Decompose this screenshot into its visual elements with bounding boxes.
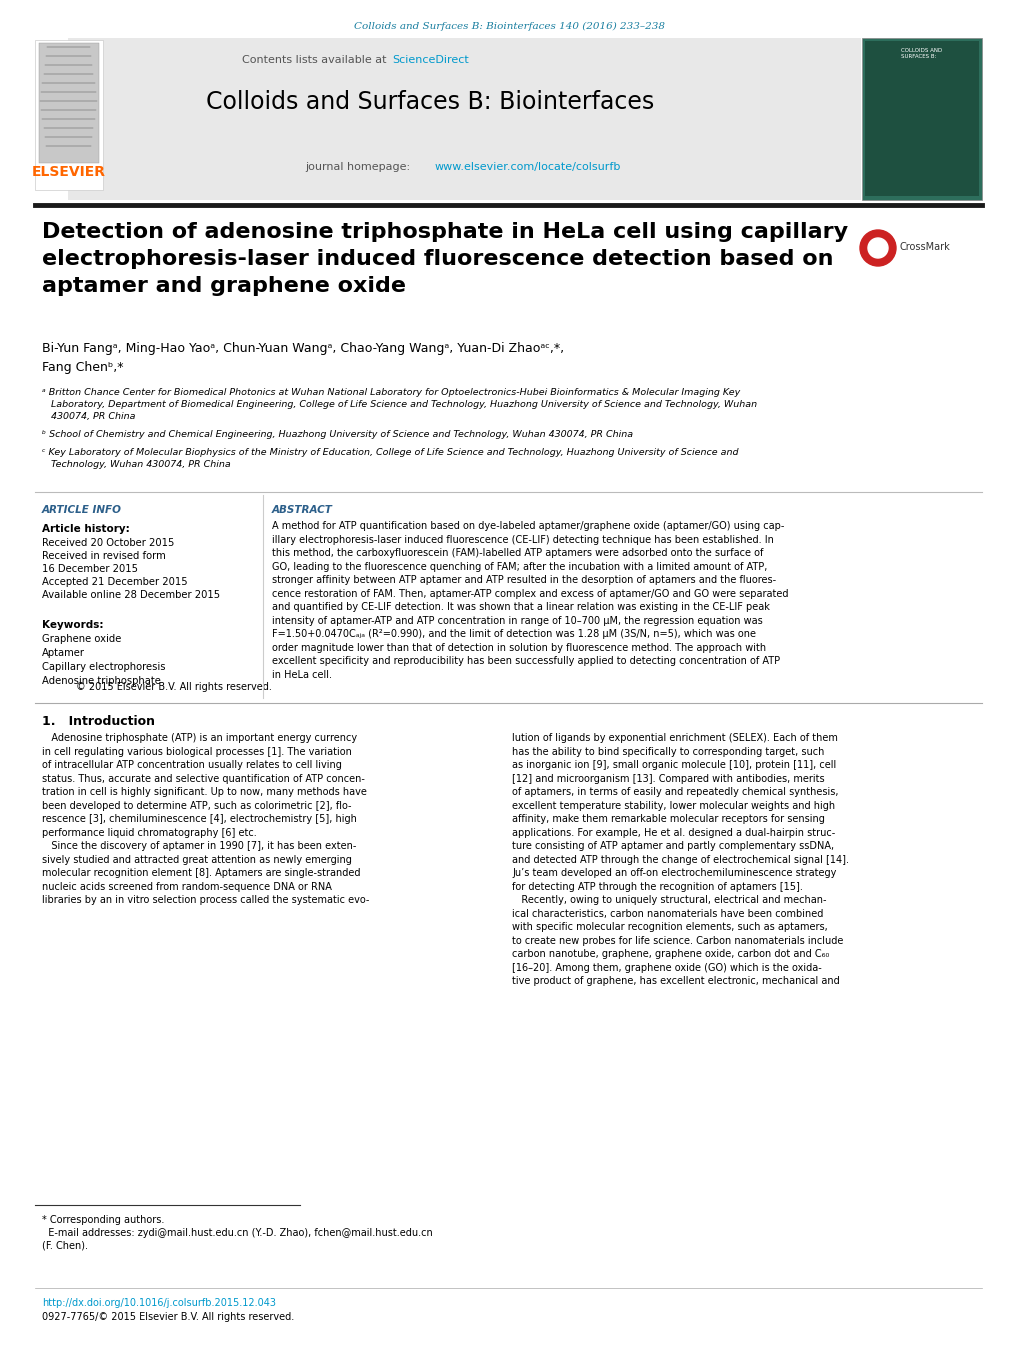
Text: ScienceDirect: ScienceDirect <box>391 55 469 65</box>
Text: COLLOIDS AND
SURFACES B:: COLLOIDS AND SURFACES B: <box>901 49 942 59</box>
Text: Detection of adenosine triphosphate in HeLa cell using capillary
electrophoresis: Detection of adenosine triphosphate in H… <box>42 222 847 296</box>
Text: Accepted 21 December 2015: Accepted 21 December 2015 <box>42 577 187 586</box>
Circle shape <box>867 238 888 258</box>
Text: ARTICLE INFO: ARTICLE INFO <box>42 505 122 515</box>
Text: Received in revised form
16 December 2015: Received in revised form 16 December 201… <box>42 551 166 574</box>
Text: CrossMark: CrossMark <box>899 242 950 253</box>
Text: ABSTRACT: ABSTRACT <box>272 505 332 515</box>
Text: A method for ATP quantification based on dye-labeled aptamer/graphene oxide (apt: A method for ATP quantification based on… <box>272 521 788 680</box>
Text: http://dx.doi.org/10.1016/j.colsurfb.2015.12.043: http://dx.doi.org/10.1016/j.colsurfb.201… <box>42 1298 276 1308</box>
Text: Contents lists available at: Contents lists available at <box>242 55 389 65</box>
Text: © 2015 Elsevier B.V. All rights reserved.: © 2015 Elsevier B.V. All rights reserved… <box>76 682 272 692</box>
Text: ᵃ Britton Chance Center for Biomedical Photonics at Wuhan National Laboratory fo: ᵃ Britton Chance Center for Biomedical P… <box>42 388 756 420</box>
Bar <box>39 43 99 163</box>
Text: ᵇ School of Chemistry and Chemical Engineering, Huazhong University of Science a: ᵇ School of Chemistry and Chemical Engin… <box>42 430 633 439</box>
Bar <box>68 38 860 200</box>
Text: Article history:: Article history: <box>42 524 129 534</box>
Text: ᶜ Key Laboratory of Molecular Biophysics of the Ministry of Education, College o: ᶜ Key Laboratory of Molecular Biophysics… <box>42 449 738 469</box>
Text: * Corresponding authors.: * Corresponding authors. <box>42 1215 164 1225</box>
Text: 1.   Introduction: 1. Introduction <box>42 715 155 728</box>
Text: Keywords:: Keywords: <box>42 620 103 630</box>
Text: Bi-Yun Fangᵃ, Ming-Hao Yaoᵃ, Chun-Yuan Wangᵃ, Chao-Yang Wangᵃ, Yuan-Di Zhaoᵃᶜ,*,: Bi-Yun Fangᵃ, Ming-Hao Yaoᵃ, Chun-Yuan W… <box>42 342 564 374</box>
Text: Colloids and Surfaces B: Biointerfaces 140 (2016) 233–238: Colloids and Surfaces B: Biointerfaces 1… <box>355 22 664 31</box>
Bar <box>35 41 103 190</box>
Bar <box>864 41 978 196</box>
Text: Colloids and Surfaces B: Biointerfaces: Colloids and Surfaces B: Biointerfaces <box>206 91 653 113</box>
Text: Graphene oxide
Aptamer
Capillary electrophoresis
Adenosine triphosphate: Graphene oxide Aptamer Capillary electro… <box>42 634 165 686</box>
Circle shape <box>859 230 895 266</box>
Text: Received 20 October 2015: Received 20 October 2015 <box>42 538 174 549</box>
Text: journal homepage:: journal homepage: <box>305 162 414 172</box>
Text: Adenosine triphosphate (ATP) is an important energy currency
in cell regulating : Adenosine triphosphate (ATP) is an impor… <box>42 734 369 905</box>
Text: www.elsevier.com/locate/colsurfb: www.elsevier.com/locate/colsurfb <box>434 162 621 172</box>
Text: 0927-7765/© 2015 Elsevier B.V. All rights reserved.: 0927-7765/© 2015 Elsevier B.V. All right… <box>42 1312 293 1323</box>
Text: ELSEVIER: ELSEVIER <box>32 165 106 178</box>
Text: lution of ligands by exponential enrichment (SELEX). Each of them
has the abilit: lution of ligands by exponential enrichm… <box>512 734 848 986</box>
Text: Available online 28 December 2015: Available online 28 December 2015 <box>42 590 220 600</box>
Text: E-mail addresses: zydi@mail.hust.edu.cn (Y.-D. Zhao), fchen@mail.hust.edu.cn
(F.: E-mail addresses: zydi@mail.hust.edu.cn … <box>42 1228 432 1251</box>
Bar <box>861 38 981 200</box>
